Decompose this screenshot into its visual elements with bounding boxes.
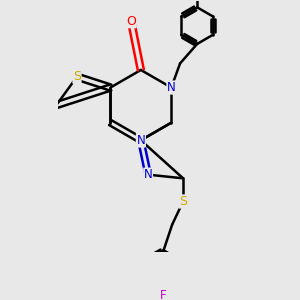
- Text: N: N: [144, 168, 152, 181]
- Text: F: F: [160, 289, 167, 300]
- Text: N: N: [167, 81, 176, 94]
- Text: N: N: [136, 134, 145, 147]
- Text: N: N: [136, 134, 145, 147]
- Text: S: S: [179, 195, 187, 208]
- Text: S: S: [73, 70, 81, 83]
- Text: O: O: [126, 15, 136, 28]
